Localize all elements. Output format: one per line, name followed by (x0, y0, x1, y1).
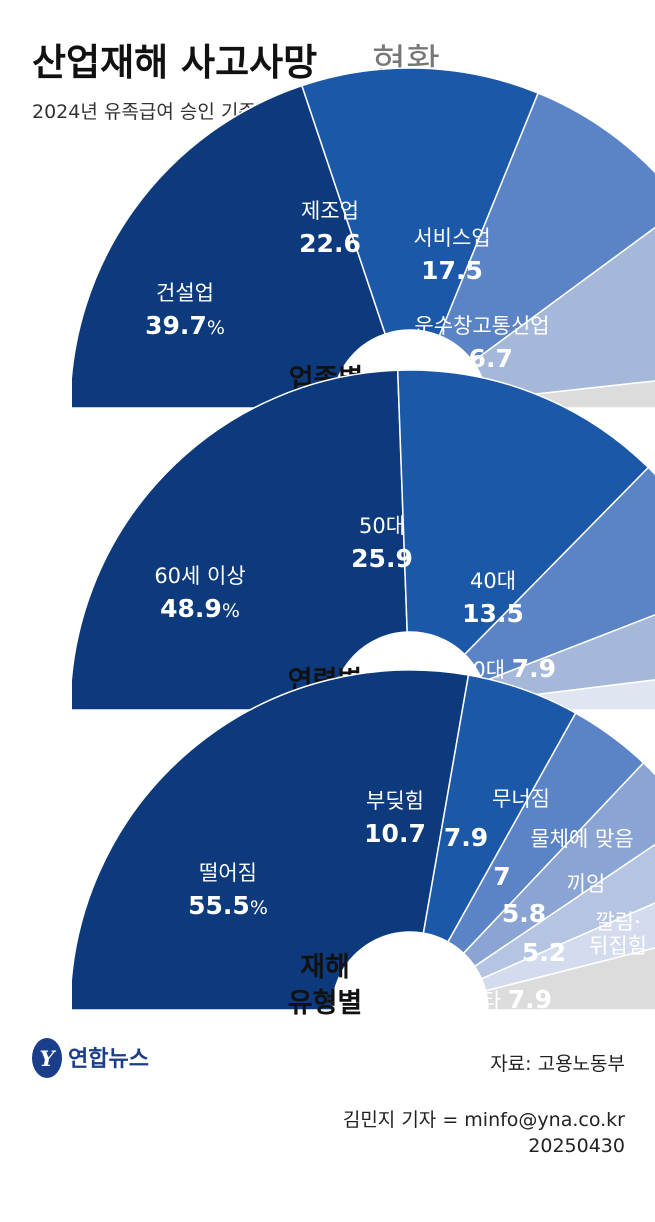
date-stamp: 20250430 (528, 1135, 625, 1157)
value-label-other: 7.9 (508, 985, 552, 1014)
category-label-caught-in: 끼임 (567, 872, 606, 896)
center-label: 재해 (300, 952, 350, 983)
category-label-manufacturing: 제조업 (301, 199, 359, 223)
category-label-fall: 떨어짐 (199, 861, 257, 885)
category-label-age-50s: 50대 (359, 514, 405, 538)
wedge-group (72, 67, 655, 408)
source-note: 자료: 고용노동부 (490, 1053, 625, 1075)
center-label: 유형별 (288, 988, 363, 1019)
unit-label: % (222, 600, 240, 622)
value-label-construction: 39.7% (145, 311, 225, 340)
logo-mark-letter: Y (40, 1046, 57, 1071)
value-label-struck-by-object: 7 (493, 862, 510, 891)
pie-slice-fall (72, 669, 470, 1010)
logo-mark-icon (32, 1038, 62, 1078)
category-label-service: 서비스업 (413, 226, 490, 250)
value-label-service: 17.5 (421, 256, 483, 285)
pie-slice-age-40s (463, 466, 655, 683)
value-label-manufacturing: 22.6 (299, 229, 361, 258)
pie-slice-construction (72, 84, 387, 408)
pie-slice-service (438, 92, 655, 363)
category-label-crushed-overturned: 뒤집힘 (589, 934, 647, 958)
category-label-age-30s: 30대 7.9 (459, 654, 556, 683)
category-label-struck-by-object: 물체에 맞음 (530, 827, 633, 851)
pie-slice-other (484, 947, 655, 1010)
wedge-group (72, 669, 655, 1010)
category-label-age-40s: 40대 (470, 569, 516, 593)
value-label-transport: 16.7 (451, 344, 513, 373)
category-label-construction: 건설업 (156, 281, 214, 305)
pie-slice-age-50s (396, 369, 650, 656)
chart-title: 산업재해 사고사망 (32, 41, 317, 84)
category-label-transport: 운수창고통신업 (414, 314, 549, 338)
value-label-crushed-overturned: 5.2 (522, 938, 566, 967)
category-label-age-60-plus: 60세 이상 (154, 564, 245, 588)
value-label-age-30s: 7.9 (512, 654, 556, 683)
wedge-group (72, 369, 655, 710)
category-label-other: 기타 7.9 (462, 985, 552, 1014)
value-label-collapse: 7.9 (444, 823, 488, 852)
category-label-collapse: 무너짐 (492, 787, 550, 811)
unit-label: % (250, 897, 268, 919)
unit-label: % (207, 317, 225, 339)
logo-text: 연합뉴스 (68, 1046, 149, 1072)
pie-slice-manufacturing (300, 67, 540, 337)
value-label-age-40s: 13.5 (462, 599, 524, 628)
category-label-crushed-overturned: 깔림· (595, 910, 640, 934)
category-label-collision: 부딪힘 (366, 789, 424, 813)
value-label-caught-in: 5.8 (502, 899, 546, 928)
credit-line: 김민지 기자 = minfo@yna.co.kr (343, 1109, 625, 1131)
pie-slice-transport (471, 226, 655, 401)
logo: Y 연합뉴스 (32, 1038, 149, 1078)
value-label-age-50s: 25.9 (351, 544, 413, 573)
value-label-collision: 10.7 (364, 819, 426, 848)
pie-slice-age-60-plus (72, 369, 408, 710)
